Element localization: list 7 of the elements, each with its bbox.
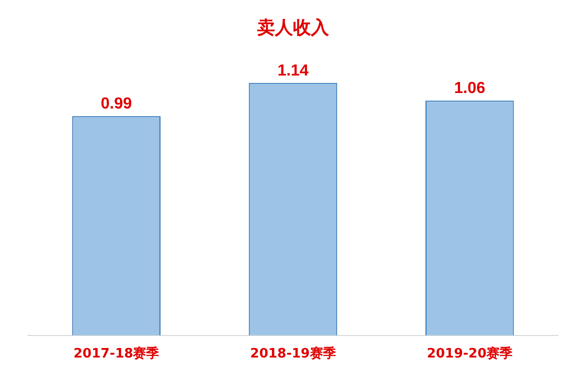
data-label: 1.06 — [454, 80, 486, 98]
x-tick-label: 2019-20赛季 — [426, 346, 513, 362]
chart-title: 卖人收入 — [257, 17, 330, 38]
x-tick-label: 2017-18赛季 — [73, 346, 160, 362]
data-label: 0.99 — [100, 96, 132, 113]
data-label: 1.14 — [277, 62, 309, 80]
x-tick-label: 2018-19赛季 — [250, 346, 336, 362]
